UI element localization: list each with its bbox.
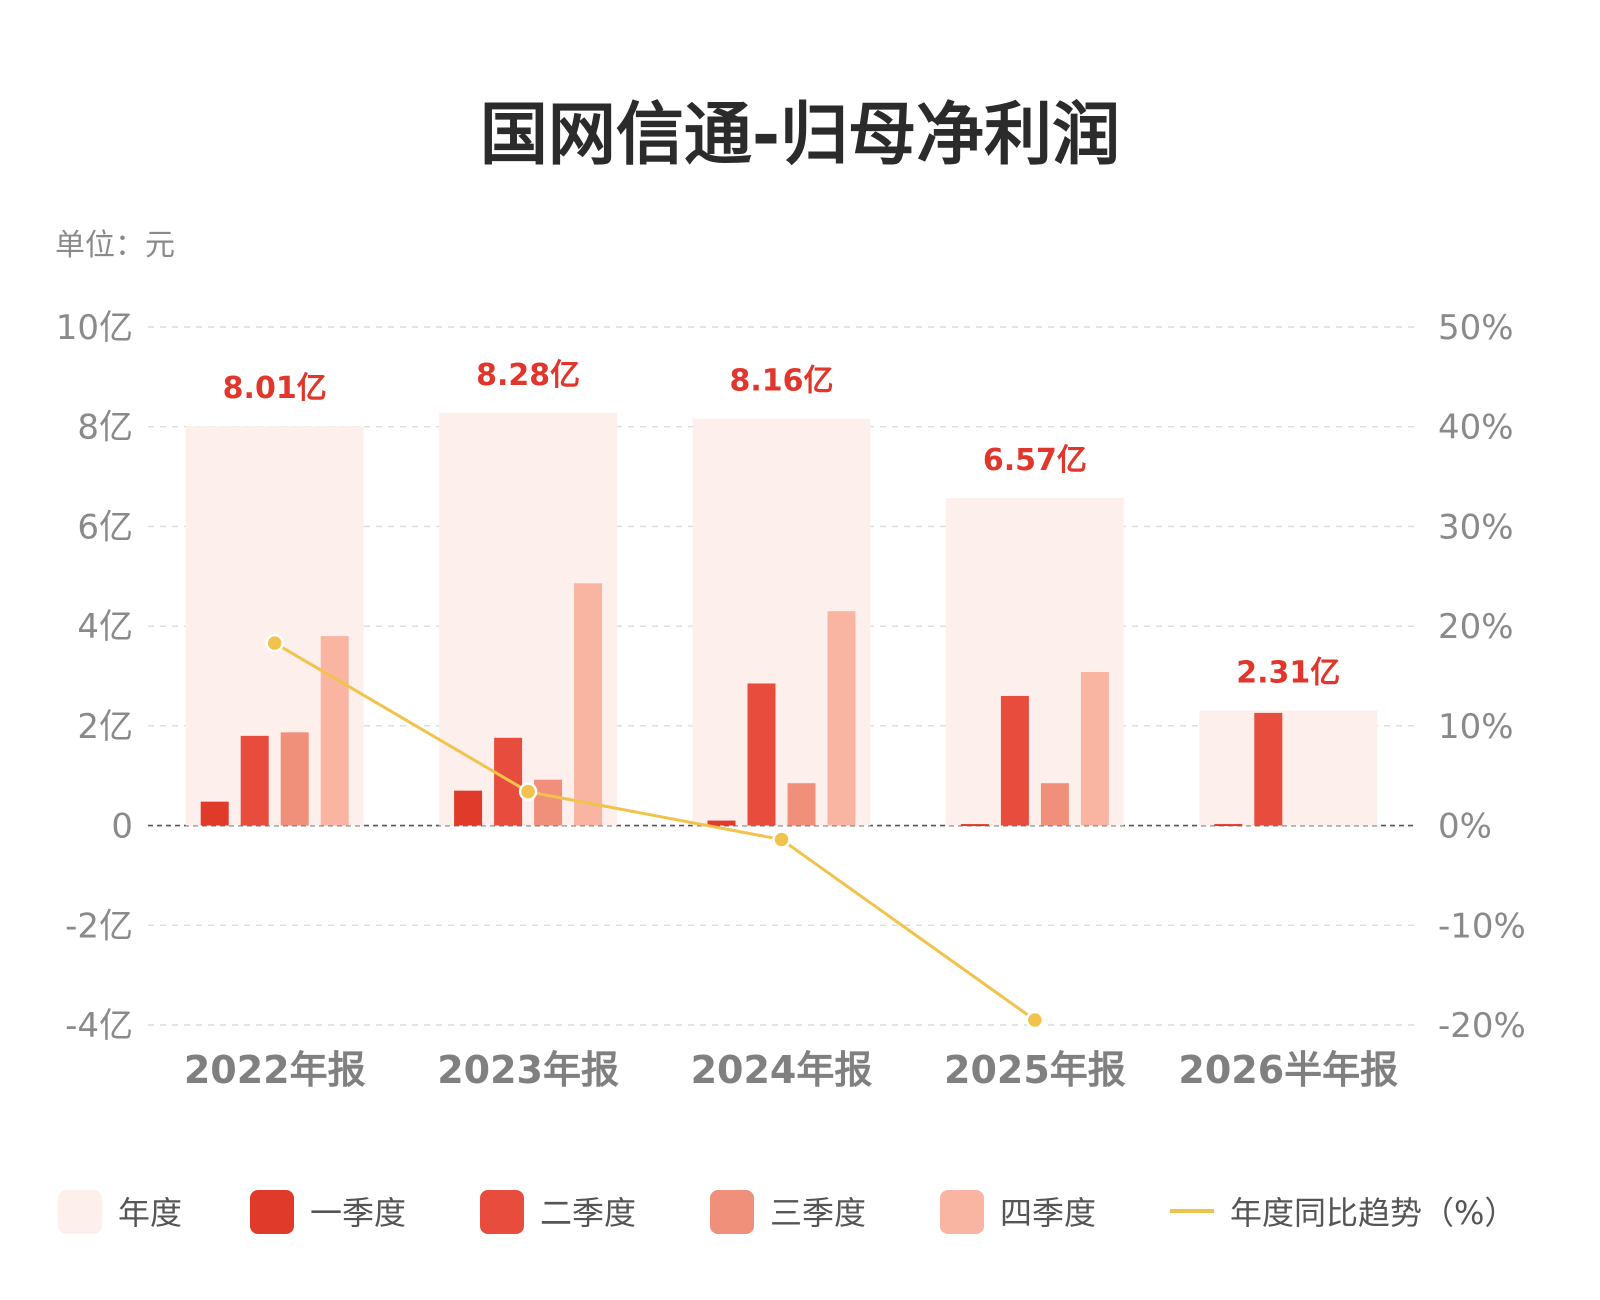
legend-swatch (250, 1190, 294, 1234)
legend-label: 四季度 (1000, 1194, 1096, 1232)
annual-value-label: 8.01亿 (223, 371, 327, 406)
y-left-tick-label: 0 (111, 807, 133, 847)
bars (185, 412, 1378, 827)
y-right-tick-label: 30% (1438, 507, 1514, 547)
bar-q4 (1080, 672, 1109, 826)
x-category-label: 2025年报 (944, 1048, 1126, 1092)
legend-swatch (480, 1190, 524, 1234)
y-left-tick-label: -4亿 (65, 1006, 133, 1046)
y-left-tick-label: 2亿 (77, 707, 133, 747)
bar-q1 (960, 824, 989, 827)
trend-point (1025, 1010, 1045, 1030)
y-left-tick-label: -2亿 (65, 906, 133, 946)
y-right-tick-label: -20% (1438, 1006, 1526, 1046)
annual-value-label: 8.16亿 (729, 364, 833, 399)
trend-point (265, 633, 284, 653)
bar-q1 (454, 790, 483, 826)
y-left-tick-label: 10亿 (56, 308, 133, 348)
bar-q2 (1254, 712, 1283, 826)
legend-label: 二季度 (540, 1194, 636, 1232)
bar-q1 (1214, 824, 1243, 827)
legend-swatch (58, 1190, 102, 1234)
y-right-tick-label: 40% (1438, 408, 1514, 448)
y-right-tick-label: -10% (1438, 906, 1526, 946)
bar-q2 (240, 735, 269, 826)
bar-q3 (1040, 783, 1069, 826)
x-category-label: 2024年报 (691, 1048, 873, 1092)
trend-point (518, 782, 538, 801)
y-right-tick-label: 20% (1438, 607, 1514, 647)
axis-ticks: 10亿 8亿 6亿 4亿 2亿 0 -2亿 -4亿 50% 40% 30% 20% 10% 0% -10% -… (56, 308, 1526, 1046)
bar-q3 (787, 783, 816, 826)
data-labels: 8.01亿 2022年报 8.28亿 2023年报 8.16亿 2024年报 6.57亿 20… (184, 358, 1398, 1092)
bar-q1 (707, 820, 736, 826)
bar-q2 (494, 737, 523, 826)
trend-line-path (273, 641, 1036, 1022)
unit-label: 单位：元 (55, 228, 175, 263)
annual-value-label: 6.57亿 (983, 443, 1087, 478)
bar-annual (1199, 710, 1378, 826)
chart-title: 国网信通-归母净利润 (480, 96, 1120, 175)
bar-q1 (200, 801, 229, 826)
y-right-tick-label: 50% (1438, 308, 1514, 348)
trend-point (772, 830, 791, 849)
y-left-tick-label: 6亿 (77, 507, 133, 547)
bar-q3 (280, 732, 309, 826)
trend-line (265, 633, 1045, 1030)
bar-q4 (320, 636, 349, 826)
bar-q3 (534, 779, 563, 826)
legend-swatch (940, 1190, 984, 1234)
legend-swatch (710, 1190, 754, 1234)
bar-q2 (1000, 695, 1029, 826)
y-left-tick-label: 4亿 (77, 607, 133, 647)
legend-label: 年度同比趋势（%） (1230, 1194, 1516, 1232)
bar-q2 (747, 683, 776, 826)
legend: 年度 一季度 二季度 三季度 四季度 年度同比趋势（%） (58, 1190, 1516, 1234)
legend-label: 年度 (118, 1194, 182, 1232)
legend-label: 一季度 (310, 1194, 406, 1232)
x-category-label: 2026半年报 (1178, 1048, 1398, 1092)
annual-value-label: 2.31亿 (1236, 655, 1340, 690)
x-category-label: 2023年报 (437, 1048, 619, 1092)
annual-value-label: 8.28亿 (476, 358, 580, 393)
y-left-tick-label: 8亿 (77, 408, 133, 448)
bar-q4 (827, 611, 856, 826)
y-right-tick-label: 0% (1438, 807, 1492, 847)
x-category-label: 2022年报 (184, 1048, 366, 1092)
bar-q4 (574, 583, 603, 826)
legend-label: 三季度 (770, 1194, 866, 1232)
y-right-tick-label: 10% (1438, 707, 1514, 747)
